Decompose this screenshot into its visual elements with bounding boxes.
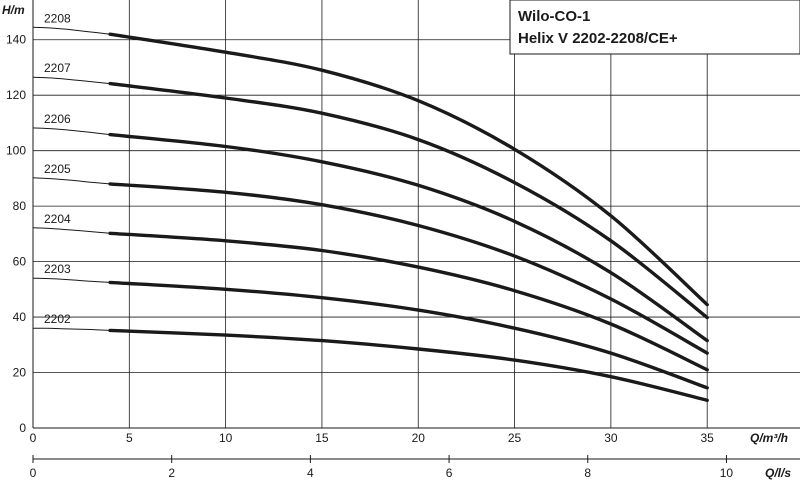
curve-2204-extension (32, 227, 111, 234)
curve-label-2202: 2202 (44, 312, 71, 326)
x-tick-label: 25 (508, 431, 522, 445)
x2-tick-label: 6 (446, 466, 453, 480)
x2-tick-label: 0 (30, 466, 37, 480)
curve-label-2206: 2206 (44, 112, 71, 126)
x2-tick-label: 8 (584, 466, 591, 480)
x-tick-label: 30 (604, 431, 618, 445)
curve-label-2204: 2204 (44, 212, 71, 226)
y-tick-label: 0 (19, 421, 26, 435)
curve-label-2203: 2203 (44, 262, 71, 276)
curves (32, 26, 709, 402)
x-tick-label: 10 (219, 431, 233, 445)
x-tick-label: 5 (126, 431, 133, 445)
y-tick-label: 60 (13, 255, 27, 269)
curve-2203-extension (32, 277, 111, 283)
y-tick-label: 20 (13, 366, 27, 380)
y-tick-label: 100 (6, 144, 26, 158)
curve-2206-extension (32, 127, 111, 136)
curve-2204 (108, 231, 709, 372)
curve-2203 (108, 280, 709, 390)
curve-2207 (108, 81, 709, 320)
y-axis-label: H/m (2, 3, 25, 17)
curve-2202 (108, 328, 709, 402)
title-box: Wilo-CO-1 Helix V 2202-2208/CE+ (509, 0, 800, 55)
curve-labels: 2208 2207 2206 2205 2204 2203 2202 (44, 11, 71, 326)
grid (33, 0, 800, 428)
curve-2205 (108, 182, 709, 355)
axes: 0 20 40 60 80 100 120 140 0 5 10 15 20 25 30 35 0 2 4 6 8 10 (6, 0, 800, 480)
x-tick-label: 35 (701, 431, 715, 445)
x-tick-label: 20 (412, 431, 426, 445)
x2-axis-label: Q/l/s (765, 466, 791, 480)
curve-label-2207: 2207 (44, 61, 71, 75)
chart-title-line-1: Wilo-CO-1 (518, 8, 590, 25)
y-tick-label: 40 (13, 310, 27, 324)
curve-label-2208: 2208 (44, 11, 71, 25)
y-tick-label: 120 (6, 88, 26, 102)
curve-2202-extension (32, 327, 111, 331)
x2-tick-label: 4 (307, 466, 314, 480)
curve-2206 (108, 132, 709, 343)
x-axis-label: Q/m³/h (750, 431, 788, 445)
curve-2208 (108, 32, 709, 307)
curve-2208-extension (32, 26, 111, 35)
curve-2207-extension (32, 76, 111, 85)
y-tick-label: 80 (13, 199, 27, 213)
chart-title-line-2: Helix V 2202-2208/CE+ (518, 30, 678, 47)
x-tick-label: 0 (30, 431, 37, 445)
x-tick-label: 15 (315, 431, 329, 445)
x2-tick-label: 2 (168, 466, 175, 480)
curve-2205-extension (32, 177, 111, 185)
curve-label-2205: 2205 (44, 162, 71, 176)
y-tick-label: 140 (6, 33, 26, 47)
x2-tick-label: 10 (720, 466, 734, 480)
